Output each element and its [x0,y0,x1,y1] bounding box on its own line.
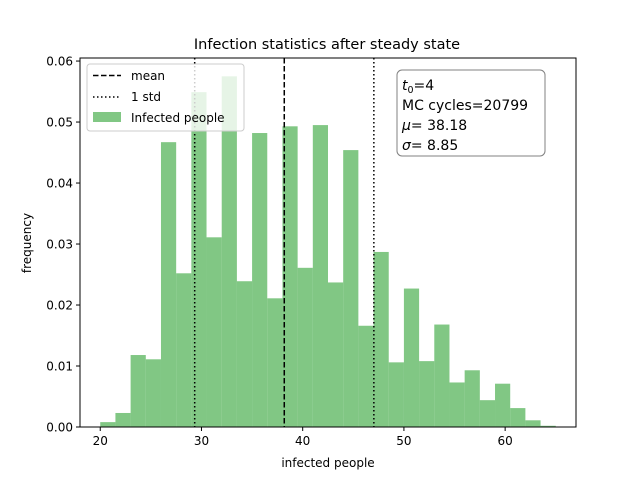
legend-box [86,63,245,132]
histogram-bar-11 [267,298,283,427]
y-tick-label-3: 0.03 [46,238,73,252]
histogram-bar-26 [495,383,511,427]
histogram-bar-28 [525,420,541,427]
histogram-bar-29 [540,425,556,427]
histogram-bar-6 [191,92,207,428]
y-axis-ticks: 0.00 0.01 0.02 0.03 0.04 0.05 0.06 [46,55,80,435]
stats-annotation: t0=4 MC cycles=20799 μ= 38.18 σ= 8.85 [396,69,546,157]
y-tick-label-0: 0.00 [46,421,73,435]
histogram-bar-2 [130,355,146,427]
x-tick-label-0: 20 [93,434,108,448]
plot-frame [79,57,577,428]
y-tick-label-1: 0.01 [46,360,73,374]
histogram-bar-8 [221,76,237,428]
histogram-bar-14 [312,125,328,427]
stats-sigma-value: = 8.85 [411,138,458,154]
histogram-bar-10 [252,133,268,427]
x-tick-label-2: 40 [295,434,310,448]
stats-mc-line: MC cycles=20799 [402,98,528,114]
histogram-bar-5 [176,273,192,427]
histogram-bar-17 [358,325,374,427]
histogram-bar-3 [145,359,161,427]
histogram-bar-18 [373,251,389,427]
x-axis-label: infected people [281,456,374,470]
histogram-bar-4 [160,142,177,428]
histogram-bar-22 [434,324,450,427]
histogram-bar-19 [388,362,404,427]
histogram-bar-20 [403,288,420,427]
legend-infected-label: Infected people [131,111,225,125]
y-tick-label-4: 0.04 [46,177,73,191]
x-tick-label-3: 50 [396,434,411,448]
histogram-bar-27 [510,408,526,427]
x-tick-label-4: 60 [498,434,513,448]
chart-title: Infection statistics after steady state [194,37,460,53]
legend: mean 1 std Infected people [86,63,245,132]
stats-sigma-line: σ= 8.85 [402,138,458,154]
stats-t0-value: =4 [414,78,435,94]
y-tick-label-2: 0.02 [46,299,73,313]
stats-mu-line: μ= 38.18 [401,118,467,134]
bars-layer [100,76,556,428]
histogram-bar-9 [236,281,253,427]
legend-std-label: 1 std [131,90,161,104]
histogram-bar-16 [343,150,359,427]
stats-mu-value: = 38.18 [411,118,467,134]
histogram-bar-21 [419,361,435,427]
y-tick-label-6: 0.06 [46,55,73,69]
histogram-bar-25 [479,400,496,427]
histogram-bar-1 [115,412,131,427]
legend-infected-swatch [93,112,121,122]
histogram-bar-0 [100,422,116,427]
x-axis-ticks: 20 30 40 50 60 [93,427,513,448]
histogram-bar-24 [464,370,480,427]
legend-mean-label: mean [131,69,165,83]
stats-box [396,69,546,157]
histogram-bar-12 [282,126,298,428]
histogram-bar-23 [449,382,465,427]
y-axis-label: frequency [20,213,34,273]
histogram-bar-15 [328,282,344,427]
x-tick-label-1: 30 [194,434,209,448]
histogram-bar-13 [297,267,313,427]
stats-t0-line: t0=4 [402,78,434,96]
y-tick-label-5: 0.05 [46,116,73,130]
histogram-bar-7 [206,237,222,427]
